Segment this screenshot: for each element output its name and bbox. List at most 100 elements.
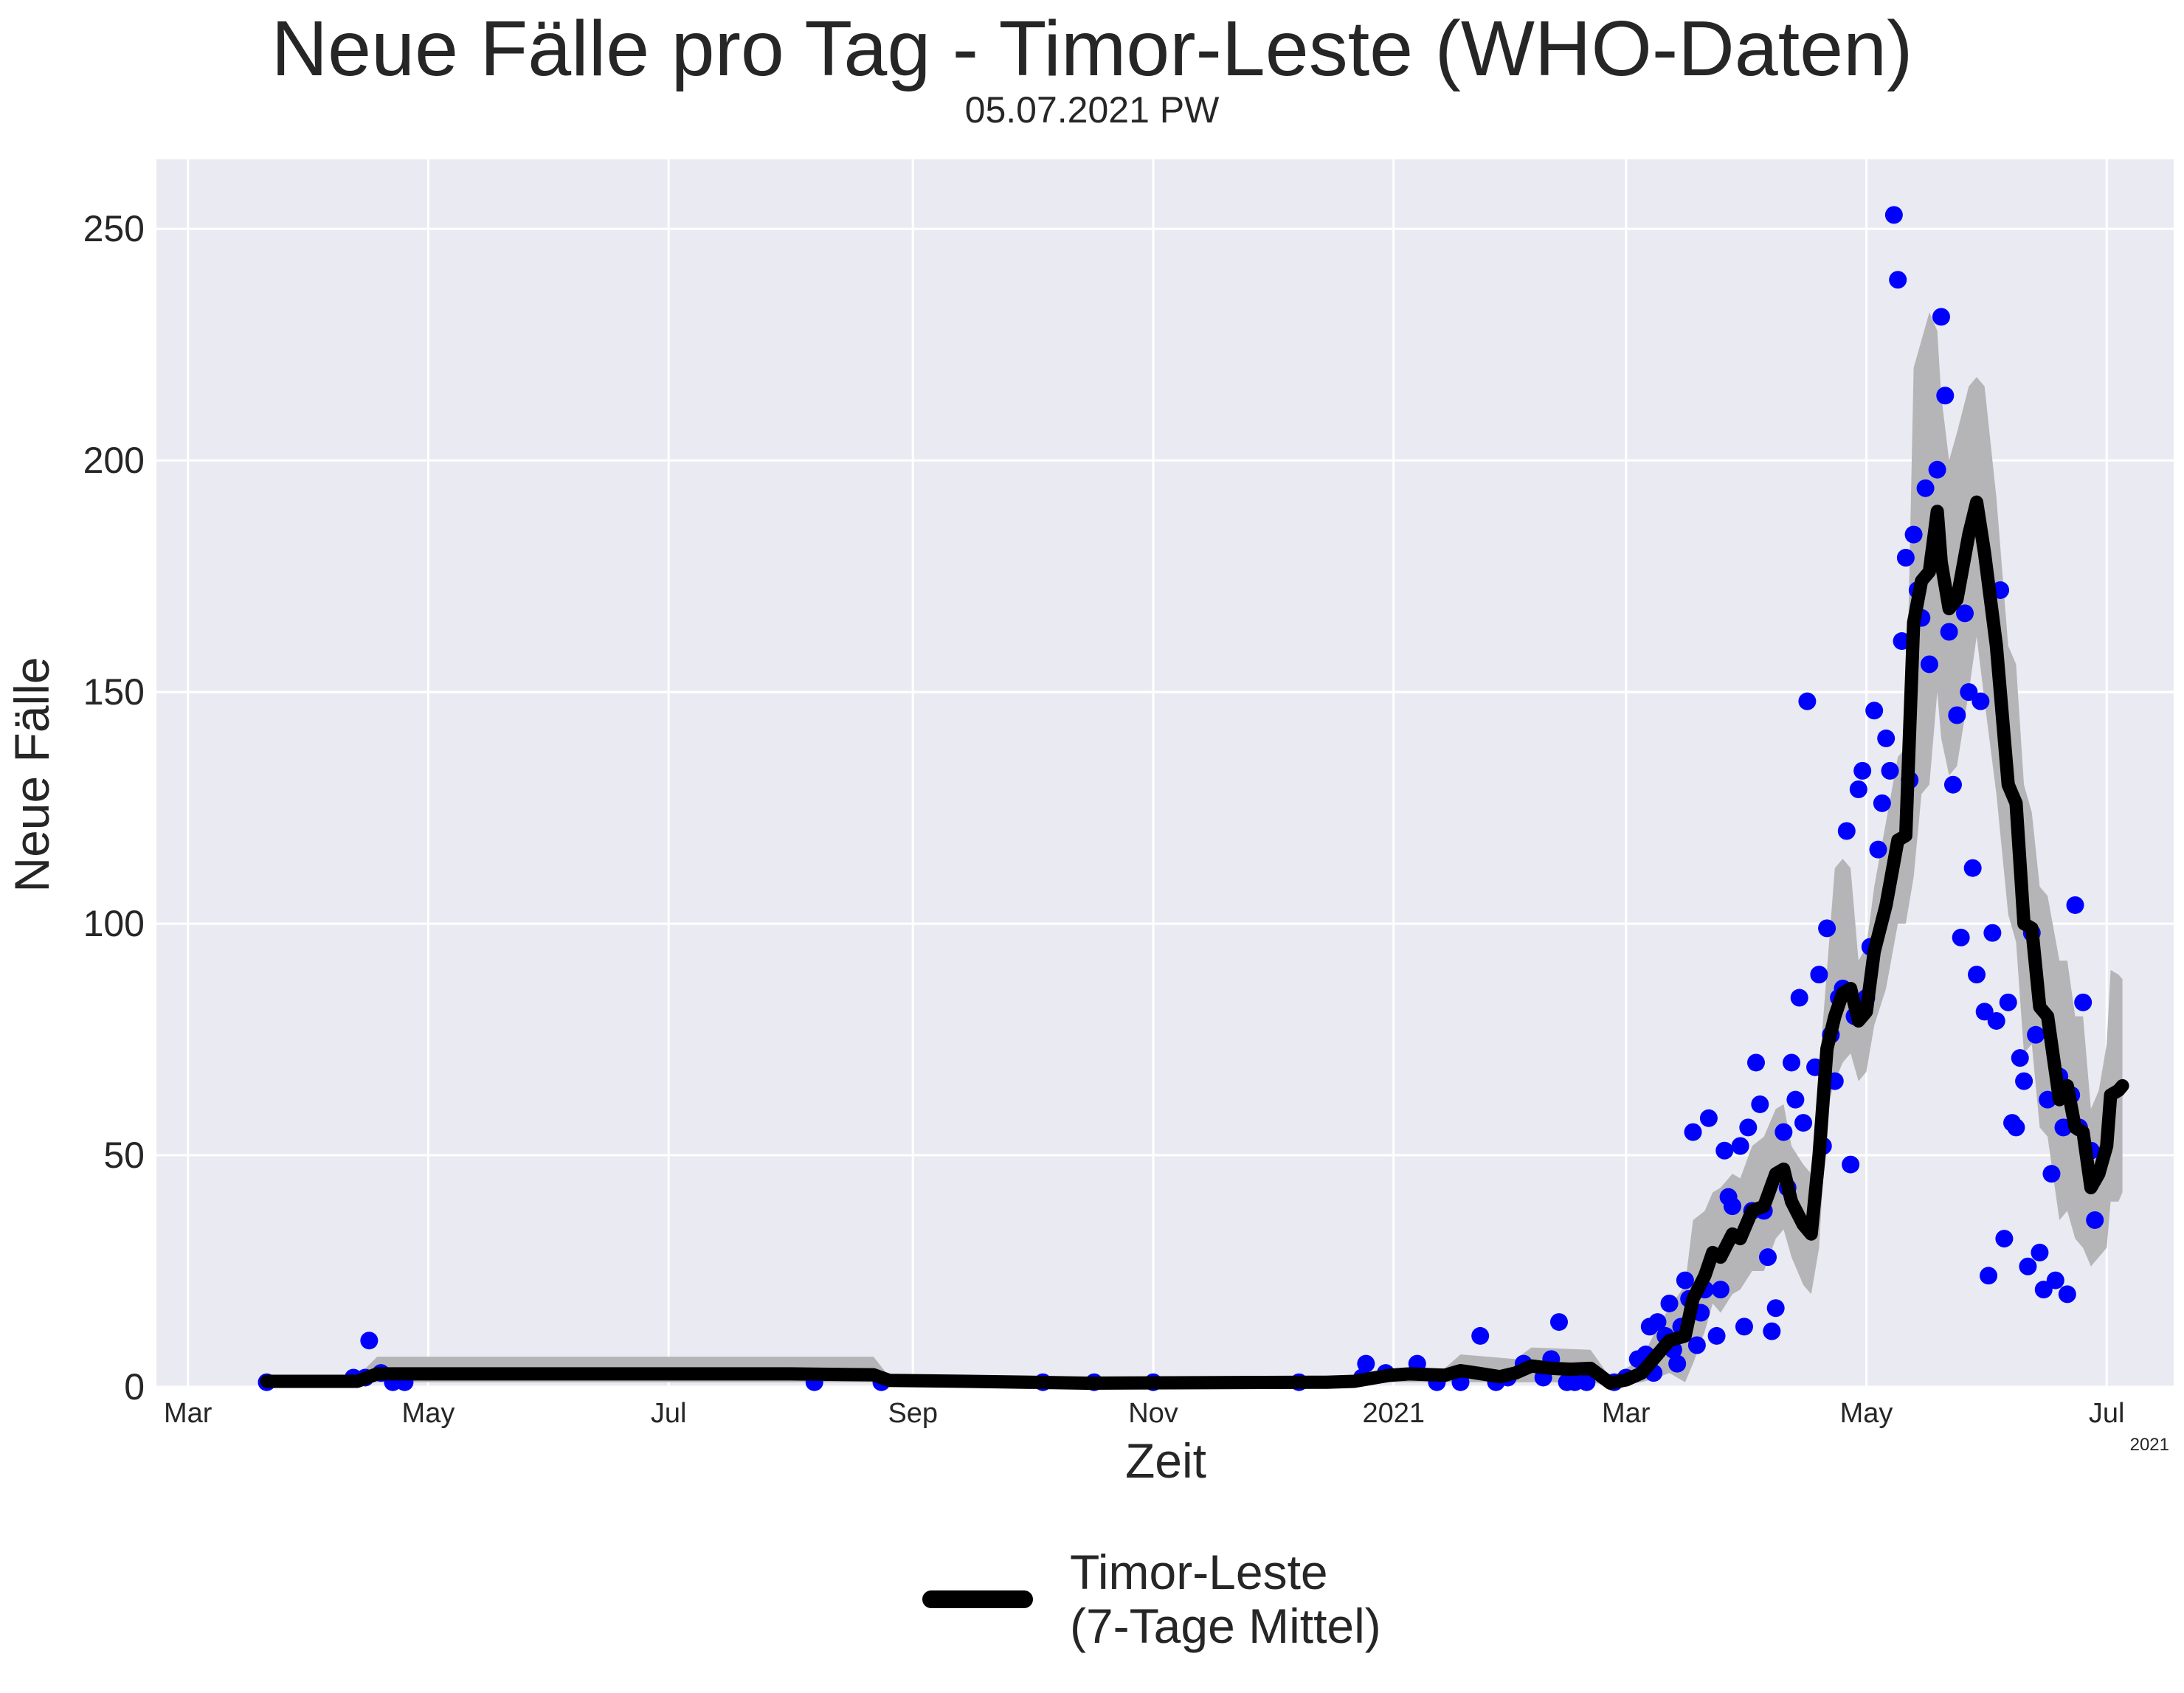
data-point: [1699, 1109, 1718, 1127]
x-tick-label: 2021: [1362, 1398, 1425, 1429]
data-point: [1869, 840, 1887, 859]
data-point: [2066, 896, 2084, 914]
data-point: [2031, 1243, 2049, 1261]
data-point: [1763, 1322, 1781, 1340]
y-tick-label: 100: [83, 903, 145, 944]
data-point: [1711, 1281, 1729, 1299]
data-point: [1889, 271, 1907, 289]
data-point: [2015, 1072, 2033, 1090]
chart-subtitle: 05.07.2021 PW: [964, 89, 1220, 131]
data-point: [1873, 794, 1891, 812]
data-point: [2011, 1049, 2029, 1067]
data-point: [1983, 924, 2002, 942]
data-point: [1881, 761, 1899, 780]
data-point: [1936, 387, 1955, 405]
plot-background: [156, 159, 2174, 1387]
data-point: [1940, 623, 1958, 641]
data-point: [2027, 1025, 2045, 1044]
x-tick-label: Jul: [651, 1398, 687, 1429]
series-line: [260, 495, 2129, 1390]
data-point: [1786, 1090, 1805, 1109]
data-point: [1948, 706, 1966, 724]
y-axis-ticks: 0 50 100 150 200 250: [83, 208, 145, 1408]
data-point: [1849, 780, 1867, 798]
data-point: [2039, 1090, 2057, 1109]
y-axis-label: Neue Fälle: [4, 657, 59, 892]
data-point: [1746, 1053, 1765, 1072]
data-point: [1660, 1294, 1679, 1312]
data-point: [2019, 1257, 2037, 1275]
data-point: [1549, 1313, 1568, 1332]
data-point: [1952, 928, 1970, 946]
data-point: [1943, 775, 1962, 794]
data-point: [1963, 859, 1982, 877]
x-tick-label: Sep: [888, 1398, 938, 1429]
legend: Timor-Leste (7-Tage Mittel): [922, 1545, 1381, 1652]
x-tick-label: May: [1840, 1398, 1893, 1429]
data-point: [1751, 1095, 1769, 1113]
data-point: [2007, 1118, 2025, 1137]
data-point: [1715, 1141, 1734, 1160]
legend-line-swatch: [922, 1590, 1033, 1608]
data-point: [360, 1332, 379, 1350]
data-point: [1818, 919, 1836, 938]
data-point: [1684, 1123, 1702, 1141]
x-axis-offset-label: 2021: [2130, 1435, 2169, 1455]
x-tick-label: Jul: [2089, 1398, 2125, 1429]
data-point: [1877, 729, 1896, 747]
confidence-band: [266, 312, 2123, 1386]
data-point: [1837, 822, 1856, 840]
legend-label-line1: Timor-Leste: [1070, 1545, 1328, 1599]
data-point: [1865, 702, 1884, 720]
x-axis-label: Zeit: [1125, 1433, 1206, 1488]
data-point: [1980, 1267, 1998, 1285]
data-point: [1920, 655, 1938, 674]
data-point: [1577, 1373, 1596, 1391]
data-point: [1916, 479, 1935, 497]
data-point: [1904, 525, 1923, 544]
y-tick-label: 150: [83, 671, 145, 713]
data-point: [1676, 1271, 1694, 1289]
data-point: [1723, 1197, 1741, 1216]
data-point: [2074, 993, 2093, 1011]
data-point: [1707, 1326, 1726, 1345]
legend-label-line2: (7-Tage Mittel): [1070, 1598, 1381, 1653]
data-point: [1735, 1318, 1753, 1336]
data-point: [2058, 1285, 2076, 1303]
chart-title: Neue Fälle pro Tag - Timor-Leste (WHO-Da…: [271, 5, 1913, 92]
y-tick-label: 50: [103, 1135, 145, 1176]
x-tick-label: May: [402, 1398, 455, 1429]
data-point: [1774, 1123, 1793, 1141]
x-tick-label: Mar: [1602, 1398, 1651, 1429]
legend-label: Timor-Leste (7-Tage Mittel): [1070, 1545, 1381, 1652]
data-point: [1471, 1326, 1490, 1345]
data-point: [1783, 1053, 1801, 1072]
data-point: [1668, 1354, 1687, 1373]
data-point: [1648, 1313, 1667, 1332]
data-point: [1987, 1011, 2005, 1030]
data-point: [1928, 460, 1946, 479]
y-tick-label: 250: [83, 208, 145, 249]
data-point: [1794, 1114, 1813, 1132]
data-point: [1972, 692, 1990, 710]
data-point: [1357, 1354, 1375, 1373]
data-point: [1884, 206, 1903, 224]
data-point: [1995, 1230, 2014, 1248]
data-point: [1968, 966, 1986, 984]
data-point: [2046, 1271, 2064, 1289]
data-point: [1739, 1118, 1758, 1137]
x-axis-ticks: Mar May Jul Sep Nov 2021 Mar May Jul: [164, 1398, 2125, 1429]
data-point: [2086, 1211, 2104, 1229]
data-point: [1766, 1299, 1785, 1318]
x-tick-label: Nov: [1128, 1398, 1178, 1429]
data-point: [1896, 549, 1915, 567]
data-point: [1999, 993, 2017, 1011]
data-point: [1758, 1248, 1777, 1267]
x-tick-label: Mar: [164, 1398, 212, 1429]
data-point: [2042, 1165, 2061, 1183]
data-point: [1687, 1336, 1706, 1354]
y-tick-label: 200: [83, 440, 145, 481]
data-point: [1731, 1137, 1749, 1155]
data-point: [1955, 604, 1974, 623]
